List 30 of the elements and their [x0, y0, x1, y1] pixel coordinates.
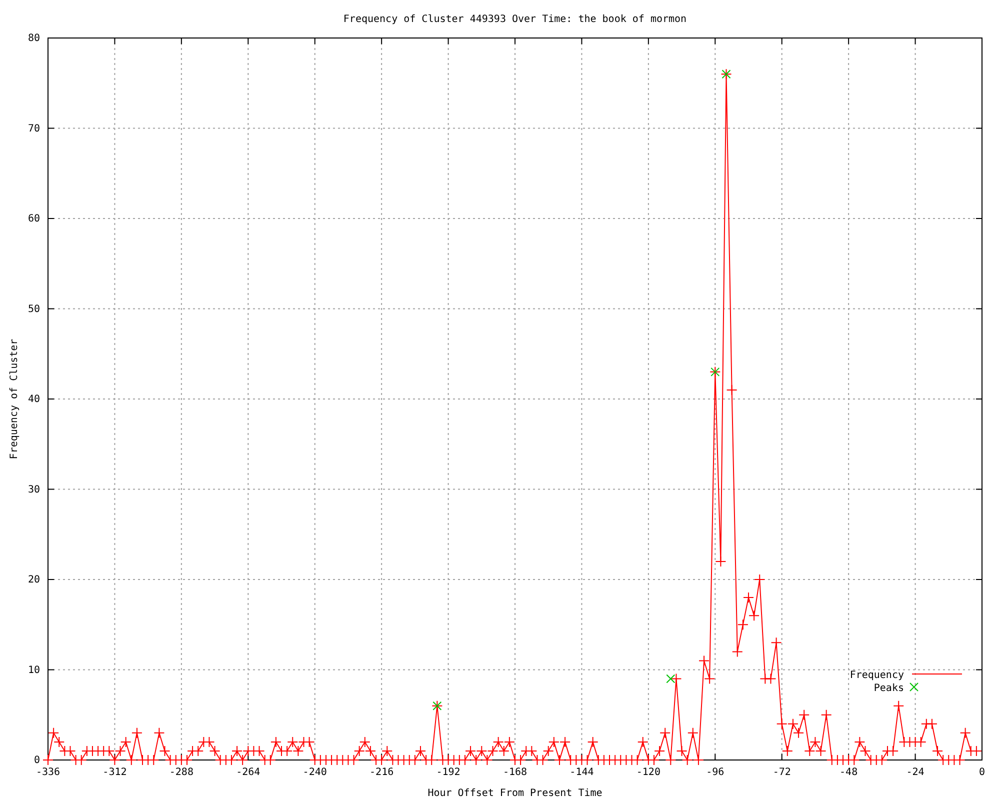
x-axis-title: Hour Offset From Present Time [428, 788, 602, 799]
x-tick-label: 0 [978, 767, 986, 778]
y-axis-title: Frequency of Cluster [9, 338, 20, 460]
x-tick-label: -48 [840, 767, 858, 778]
x-tick-label: -312 [102, 767, 127, 778]
chart-title: Frequency of Cluster 449393 Over Time: the book of mormon [343, 14, 687, 25]
x-tick-label: -240 [302, 767, 327, 778]
y-tick-label: 60 [28, 214, 40, 225]
x-tick-label: -24 [906, 767, 924, 778]
x-tick-label: -336 [36, 767, 60, 778]
legend-label: Peaks [874, 683, 904, 694]
x-tick-label: -96 [706, 767, 724, 778]
y-tick-label: 70 [28, 123, 40, 134]
y-tick-label: 80 [28, 33, 40, 44]
x-tick-label: -72 [772, 767, 791, 778]
y-tick-label: 0 [34, 755, 40, 766]
y-tick-label: 10 [28, 664, 40, 676]
x-tick-label: -216 [370, 767, 394, 778]
y-tick-label: 30 [28, 484, 40, 496]
x-tick-label: -120 [636, 767, 660, 778]
legend-label: Frequency [850, 670, 904, 681]
x-tick-label: -288 [169, 767, 194, 778]
x-tick-label: -192 [436, 767, 460, 778]
x-tick-label: -168 [502, 767, 528, 778]
point [666, 674, 676, 684]
x-tick-label: -144 [570, 767, 594, 778]
y-tick-label: 40 [28, 394, 40, 406]
y-tick-label: 50 [28, 304, 40, 315]
x-tick-label: -264 [236, 767, 260, 778]
y-tick-label: 20 [28, 574, 40, 586]
